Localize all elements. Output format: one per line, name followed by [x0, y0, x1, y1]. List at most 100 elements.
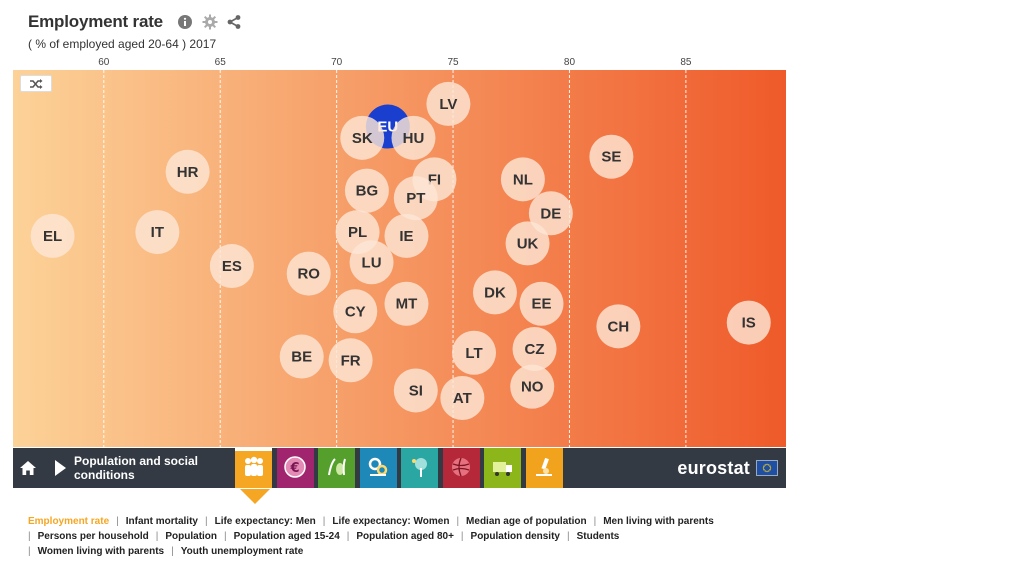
- bubble-label: IE: [399, 228, 413, 245]
- bubble-is[interactable]: IS: [726, 300, 771, 345]
- theme-tabs: €: [235, 448, 567, 488]
- science-icon: [532, 455, 556, 484]
- home-button[interactable]: [13, 448, 43, 488]
- indicator-link[interactable]: Life expectancy: Men: [214, 516, 316, 527]
- eu-flag-icon: [756, 460, 778, 476]
- bubble-ie[interactable]: IE: [384, 213, 429, 258]
- bubble-label: SI: [409, 382, 423, 399]
- indicator-link[interactable]: Population aged 15-24: [233, 531, 340, 542]
- bubble-circle: [510, 364, 555, 409]
- indicator-link[interactable]: Infant mortality: [125, 516, 198, 527]
- bubble-label: SE: [601, 149, 621, 166]
- bubble-label: HR: [177, 164, 199, 181]
- bubble-no[interactable]: NO: [510, 364, 555, 409]
- theme-tab-industry[interactable]: [359, 448, 397, 488]
- bubble-circle: [505, 221, 550, 266]
- indicator-link[interactable]: Employment rate: [28, 516, 110, 527]
- bubble-circle: [472, 270, 517, 315]
- indicator-link[interactable]: Population density: [470, 531, 560, 542]
- bubble-label: ES: [222, 258, 242, 275]
- theme-tab-environment[interactable]: [401, 448, 438, 488]
- bubble-circle: [440, 375, 485, 420]
- theme-tab-euro[interactable]: €: [276, 448, 314, 488]
- bubble-pt[interactable]: PT: [393, 176, 438, 221]
- indicator-link[interactable]: Life expectancy: Women: [332, 516, 450, 527]
- bubble-label: LT: [465, 345, 482, 362]
- bubble-label: PL: [348, 224, 367, 241]
- shuffle-button[interactable]: [20, 75, 52, 92]
- theme-tab-agriculture[interactable]: [318, 448, 355, 488]
- bubble-lt[interactable]: LT: [452, 330, 497, 375]
- bubble-it[interactable]: IT: [135, 210, 180, 255]
- gear-icon[interactable]: [202, 14, 218, 30]
- bubble-ro[interactable]: RO: [286, 251, 331, 296]
- people-icon: [242, 456, 266, 483]
- bubble-circle: [328, 338, 373, 383]
- bubble-be[interactable]: BE: [279, 334, 324, 379]
- bubble-label: FR: [341, 352, 361, 369]
- bubble-hu[interactable]: HU: [391, 115, 436, 160]
- indicator-link[interactable]: Youth unemployment rate: [180, 546, 304, 557]
- theme-tab-science[interactable]: [525, 448, 563, 488]
- bubble-se[interactable]: SE: [589, 134, 634, 179]
- theme-tab-people[interactable]: [235, 448, 272, 488]
- bubble-fr[interactable]: FR: [328, 338, 373, 383]
- bubble-sk[interactable]: SK: [340, 115, 385, 160]
- bubble-at[interactable]: AT: [440, 375, 485, 420]
- active-tab-pointer: [240, 489, 270, 504]
- indicator-link[interactable]: Population: [165, 531, 218, 542]
- bubble-label: DK: [484, 284, 506, 301]
- share-icon[interactable]: [226, 14, 242, 30]
- separator: |: [116, 516, 119, 527]
- info-icon[interactable]: [177, 14, 193, 30]
- bubble-cy[interactable]: CY: [333, 289, 378, 334]
- bubble-si[interactable]: SI: [393, 368, 438, 413]
- bubble-nl[interactable]: NL: [500, 157, 545, 202]
- bubble-ch[interactable]: CH: [596, 304, 641, 349]
- bubble-label: BE: [291, 349, 312, 366]
- home-icon: [20, 461, 36, 475]
- bubble-de[interactable]: DE: [528, 191, 573, 236]
- chart-subtitle: ( % of employed aged 20-64 ) 2017: [28, 37, 217, 51]
- bubble-circle: [426, 81, 471, 126]
- indicator-link[interactable]: Women living with parents: [37, 546, 165, 557]
- x-tick-label: 65: [215, 57, 227, 68]
- bubble-label: LU: [362, 254, 382, 271]
- bubble-lu[interactable]: LU: [349, 240, 394, 285]
- bubble-es[interactable]: ES: [209, 244, 254, 289]
- bubble-dk[interactable]: DK: [472, 270, 517, 315]
- bubble-bg[interactable]: BG: [344, 168, 389, 213]
- bubble-circle: [340, 115, 385, 160]
- bubble-uk[interactable]: UK: [505, 221, 550, 266]
- bubble-circle: [726, 300, 771, 345]
- agriculture-icon: [325, 455, 349, 484]
- bubble-label: SK: [352, 130, 373, 147]
- globe-icon: [449, 455, 473, 484]
- theme-tab-globe[interactable]: [442, 448, 480, 488]
- separator: |: [593, 516, 597, 527]
- bubble-mt[interactable]: MT: [384, 281, 429, 326]
- indicator-link[interactable]: Men living with parents: [603, 516, 714, 527]
- separator: |: [322, 516, 326, 527]
- bubble-circle: [384, 213, 429, 258]
- chart-plot-area: 60 65 70 75 80 85 EU LV SK HU SE HR FI NL BG PT DE PL IT E…: [13, 55, 786, 447]
- bubble-el[interactable]: EL: [30, 213, 75, 258]
- shuffle-icon: [30, 78, 43, 89]
- theme-selector[interactable]: Population and social conditions: [43, 448, 235, 488]
- bubble-label: LV: [439, 96, 457, 113]
- bubble-hr[interactable]: HR: [165, 149, 210, 194]
- indicator-link[interactable]: Population aged 80+: [356, 531, 454, 542]
- transport-icon: [491, 455, 515, 484]
- bubble-cz[interactable]: CZ: [512, 326, 557, 371]
- indicator-link[interactable]: Students: [576, 531, 620, 542]
- indicator-link[interactable]: Persons per household: [37, 531, 149, 542]
- theme-tab-transport[interactable]: [484, 448, 521, 488]
- indicator-link[interactable]: Median age of population: [466, 516, 587, 527]
- bubble-ee[interactable]: EE: [519, 281, 564, 326]
- bubble-lv[interactable]: LV: [426, 81, 471, 126]
- chart-header: Employment rate: [28, 12, 246, 32]
- bubble-label: CZ: [525, 341, 545, 358]
- play-icon: [55, 460, 66, 476]
- theme-label-line2: conditions: [74, 468, 135, 482]
